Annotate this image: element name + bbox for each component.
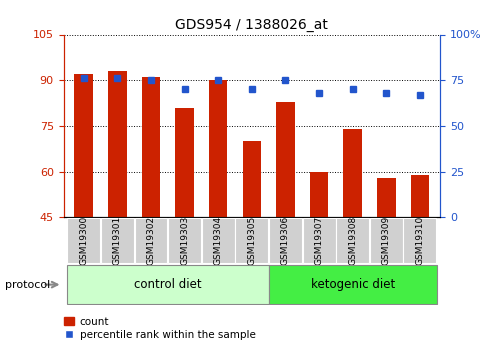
Title: GDS954 / 1388026_at: GDS954 / 1388026_at — [175, 18, 327, 32]
Bar — [376, 178, 395, 217]
Bar — [410, 175, 428, 217]
Text: GSM19300: GSM19300 — [79, 216, 88, 265]
Bar — [268, 265, 436, 305]
Bar — [302, 218, 335, 264]
Legend: count, percentile rank within the sample: count, percentile rank within the sample — [64, 317, 255, 340]
Bar — [208, 80, 227, 217]
Bar — [108, 71, 126, 217]
Bar — [369, 218, 402, 264]
Bar — [202, 218, 234, 264]
Text: ketogenic diet: ketogenic diet — [310, 278, 394, 291]
Text: GSM19310: GSM19310 — [415, 216, 424, 265]
Text: GSM19306: GSM19306 — [281, 216, 289, 265]
Bar — [74, 74, 93, 217]
Text: GSM19301: GSM19301 — [113, 216, 122, 265]
Bar — [403, 218, 435, 264]
Bar — [175, 108, 193, 217]
Bar — [67, 218, 100, 264]
Text: GSM19305: GSM19305 — [247, 216, 256, 265]
Bar — [309, 171, 327, 217]
Bar — [336, 218, 368, 264]
Bar — [101, 218, 134, 264]
Text: control diet: control diet — [134, 278, 201, 291]
Text: protocol: protocol — [5, 280, 50, 289]
Text: GSM19302: GSM19302 — [146, 216, 155, 265]
Text: GSM19307: GSM19307 — [314, 216, 323, 265]
Bar — [134, 218, 167, 264]
Text: GSM19309: GSM19309 — [381, 216, 390, 265]
Text: GSM19303: GSM19303 — [180, 216, 189, 265]
Bar — [276, 101, 294, 217]
Bar — [235, 218, 268, 264]
Text: GSM19308: GSM19308 — [347, 216, 356, 265]
Bar — [142, 77, 160, 217]
Bar — [67, 265, 268, 305]
Text: GSM19304: GSM19304 — [213, 216, 222, 265]
Bar — [168, 218, 201, 264]
Bar — [242, 141, 261, 217]
Bar — [343, 129, 361, 217]
Bar — [268, 218, 301, 264]
